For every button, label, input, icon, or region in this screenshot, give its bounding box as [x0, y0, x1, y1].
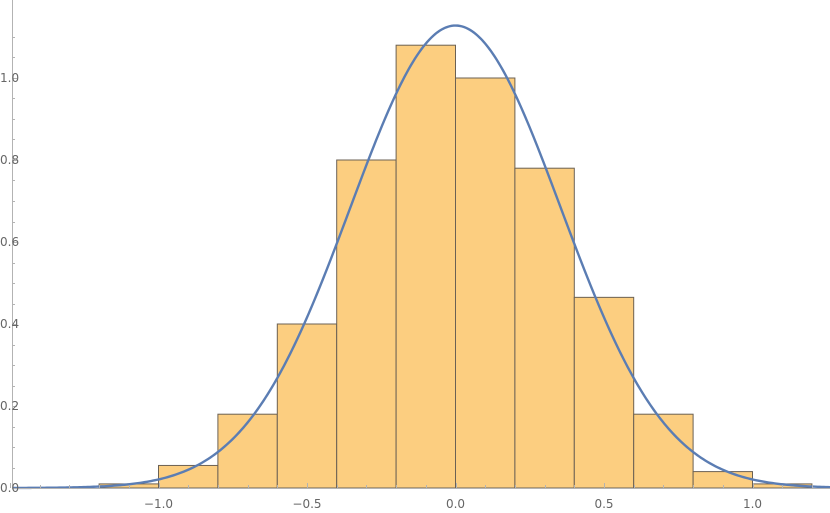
histogram-bar [455, 77, 516, 489]
histogram-bars [98, 44, 813, 489]
density-curve [11, 24, 830, 490]
histogram-bar [573, 296, 635, 489]
x-axis-ticks: −1.0 −0.5 0.0 0.5 1.0 [10, 483, 813, 511]
x-tick-label: 0.0 [446, 497, 465, 511]
x-tick-label: 0.5 [594, 497, 613, 511]
histogram-bar [276, 323, 338, 489]
histogram-bar [217, 413, 278, 489]
x-tick-label: −0.5 [292, 497, 321, 511]
histogram-bar [336, 159, 397, 489]
y-tick-label: 0.4 [0, 317, 19, 331]
y-tick-label: 0.0 [0, 481, 19, 495]
histogram-bar [395, 44, 457, 489]
histogram-bar [514, 167, 575, 489]
y-tick-label: 0.8 [0, 153, 19, 167]
x-tick-label: −1.0 [144, 497, 173, 511]
y-axis-ticks: 0.0 0.2 0.4 0.6 0.8 1.0 [0, 37, 19, 495]
y-tick-label: 0.6 [0, 235, 19, 249]
histogram-bar [692, 471, 753, 489]
y-tick-label: 1.0 [0, 71, 19, 85]
x-tick-label: 1.0 [743, 497, 762, 511]
y-tick-label: 0.2 [0, 399, 19, 413]
histogram-bar [633, 413, 694, 489]
